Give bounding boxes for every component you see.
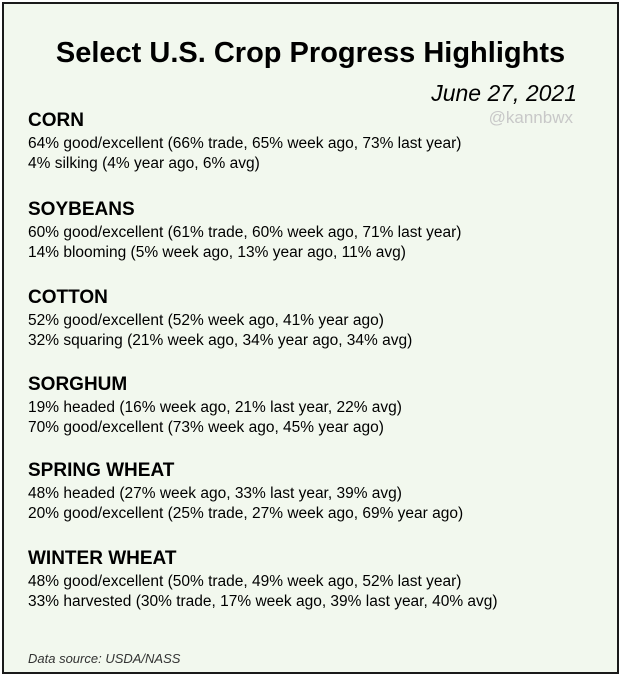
crop-name: CORN	[28, 110, 84, 131]
crop-section-soybeans: SOYBEANS 60% good/excellent (61% trade, …	[28, 199, 598, 262]
page-title: Select U.S. Crop Progress Highlights	[55, 37, 566, 69]
crop-stat-line: 20% good/excellent (25% trade, 27% week …	[28, 504, 464, 522]
crop-name: SORGHUM	[28, 374, 128, 395]
crop-section-sorghum: SORGHUM 19% headed (16% week ago, 21% la…	[28, 374, 598, 437]
crop-section-cotton: COTTON 52% good/excellent (52% week ago,…	[28, 287, 598, 350]
crop-section-winter-wheat: WINTER WHEAT 48% good/excellent (50% tra…	[28, 548, 598, 611]
crop-name: SPRING WHEAT	[28, 460, 175, 481]
crop-stat-line: 14% blooming (5% week ago, 13% year ago,…	[28, 243, 406, 261]
crop-stat-line: 19% headed (16% week ago, 21% last year,…	[28, 399, 402, 416]
crop-stat-line: 4% silking (4% year ago, 6% avg)	[28, 154, 260, 172]
crop-section-corn: CORN 64% good/excellent (66% trade, 65% …	[28, 110, 598, 173]
crop-section-spring-wheat: SPRING WHEAT 48% headed (27% week ago, 3…	[28, 460, 598, 523]
crop-stat-line: 48% headed (27% week ago, 33% last year,…	[28, 485, 402, 502]
crop-stat-line: 52% good/excellent (52% week ago, 41% ye…	[28, 312, 384, 329]
author-handle: @kannbwx	[488, 108, 573, 127]
crop-name: WINTER WHEAT	[28, 548, 177, 569]
crop-name: COTTON	[28, 287, 108, 308]
report-date: June 27, 2021	[431, 80, 577, 106]
crop-stat-line: 32% squaring (21% week ago, 34% year ago…	[28, 331, 413, 349]
crop-stat-line: 48% good/excellent (50% trade, 49% week …	[28, 573, 462, 590]
crop-stat-line: 33% harvested (30% trade, 17% week ago, …	[28, 592, 498, 610]
crop-progress-card: Select U.S. Crop Progress Highlights Jun…	[2, 2, 619, 674]
crop-stat-line: 64% good/excellent (66% trade, 65% week …	[28, 135, 462, 152]
crop-stat-line: 70% good/excellent (73% week ago, 45% ye…	[28, 418, 384, 436]
crop-stat-line: 60% good/excellent (61% trade, 60% week …	[28, 224, 462, 241]
crop-name: SOYBEANS	[28, 199, 135, 220]
data-source-note: Data source: USDA/NASS	[28, 651, 181, 666]
